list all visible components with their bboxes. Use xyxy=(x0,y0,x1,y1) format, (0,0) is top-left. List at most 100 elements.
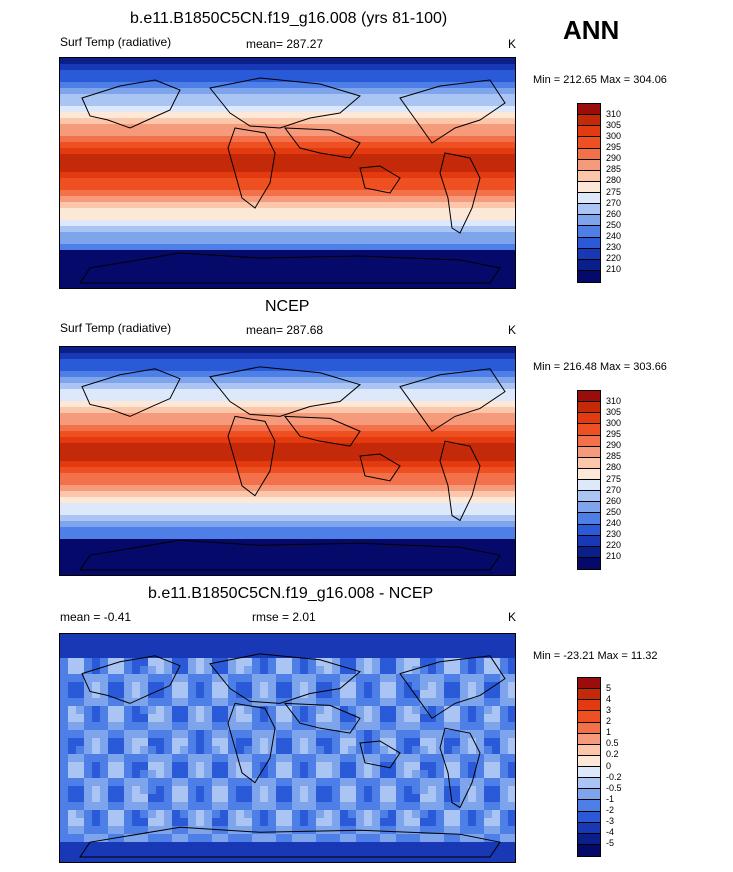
field-cell xyxy=(348,762,356,770)
field-cell xyxy=(420,834,428,842)
field-cell xyxy=(252,746,260,754)
field-cell xyxy=(76,754,84,762)
field-cell xyxy=(340,634,348,642)
field-cell xyxy=(308,738,316,746)
field-cell xyxy=(260,834,268,842)
field-cell xyxy=(116,762,124,770)
field-cell xyxy=(364,794,372,802)
field-cell xyxy=(220,714,228,722)
field-cell xyxy=(324,802,332,810)
continent-outline xyxy=(439,152,481,234)
field-cell xyxy=(220,642,228,650)
field-cell xyxy=(404,730,412,738)
field-cell xyxy=(452,786,460,794)
field-cell xyxy=(276,850,284,858)
field-cell xyxy=(276,770,284,778)
field-cell xyxy=(476,858,484,862)
field-cell xyxy=(92,786,100,794)
panel3-field xyxy=(60,634,515,862)
field-cell xyxy=(236,674,244,682)
field-cell xyxy=(348,714,356,722)
field-cell xyxy=(316,770,324,778)
field-cell xyxy=(404,778,412,786)
field-cell xyxy=(220,810,228,818)
field-cell xyxy=(76,714,84,722)
field-cell xyxy=(148,650,156,658)
field-cell xyxy=(76,738,84,746)
field-cell xyxy=(140,762,148,770)
field-cell xyxy=(132,690,140,698)
field-cell xyxy=(244,666,252,674)
field-cell xyxy=(412,674,420,682)
field-cell xyxy=(308,834,316,842)
field-cell xyxy=(108,714,116,722)
field-cell xyxy=(388,722,396,730)
field-cell xyxy=(100,794,108,802)
panel1-mean-value: 287.27 xyxy=(286,37,324,51)
continent-outline xyxy=(209,77,362,129)
field-cell xyxy=(332,698,340,706)
field-cell xyxy=(196,834,204,842)
field-cell xyxy=(84,690,92,698)
field-cell xyxy=(60,449,515,455)
field-cell xyxy=(236,698,244,706)
field-cell xyxy=(172,818,180,826)
field-cell xyxy=(132,634,140,642)
field-cell xyxy=(140,810,148,818)
field-cell xyxy=(140,706,148,714)
field-cell xyxy=(260,746,268,754)
field-cell xyxy=(356,810,364,818)
field-cell xyxy=(308,682,316,690)
field-cell xyxy=(508,778,515,786)
field-cell xyxy=(284,842,292,850)
field-cell xyxy=(476,770,484,778)
field-cell xyxy=(220,698,228,706)
field-cell xyxy=(420,722,428,730)
field-cell xyxy=(148,770,156,778)
field-cell xyxy=(468,642,476,650)
field-cell xyxy=(412,690,420,698)
field-cell xyxy=(484,770,492,778)
field-cell xyxy=(388,834,396,842)
field-cell xyxy=(452,634,460,642)
field-cell xyxy=(228,634,236,642)
field-cell xyxy=(500,738,508,746)
field-cell xyxy=(116,674,124,682)
field-cell xyxy=(108,706,116,714)
field-cell xyxy=(340,850,348,858)
field-cell xyxy=(68,794,76,802)
field-cell xyxy=(228,698,236,706)
field-cell xyxy=(108,778,116,786)
field-cell xyxy=(428,858,436,862)
field-cell xyxy=(196,650,204,658)
field-cell xyxy=(244,746,252,754)
field-cell xyxy=(116,778,124,786)
continent-outline xyxy=(399,655,506,719)
field-cell xyxy=(396,674,404,682)
field-cell xyxy=(500,634,508,642)
field-cell xyxy=(60,551,515,557)
field-cell xyxy=(292,738,300,746)
field-cell xyxy=(116,706,124,714)
field-cell xyxy=(60,286,515,288)
field-cell xyxy=(252,658,260,666)
field-cell xyxy=(180,818,188,826)
field-cell xyxy=(436,738,444,746)
field-cell xyxy=(492,722,500,730)
field-cell xyxy=(292,658,300,666)
field-cell xyxy=(116,698,124,706)
field-cell xyxy=(204,666,212,674)
field-cell xyxy=(380,706,388,714)
field-cell xyxy=(388,842,396,850)
field-cell xyxy=(60,746,68,754)
field-cell xyxy=(228,754,236,762)
field-cell xyxy=(460,730,468,738)
field-cell xyxy=(428,794,436,802)
field-cell xyxy=(164,754,172,762)
field-cell xyxy=(364,826,372,834)
field-cell xyxy=(356,698,364,706)
field-cell xyxy=(276,666,284,674)
field-cell xyxy=(76,842,84,850)
field-cell xyxy=(276,674,284,682)
field-cell xyxy=(228,786,236,794)
